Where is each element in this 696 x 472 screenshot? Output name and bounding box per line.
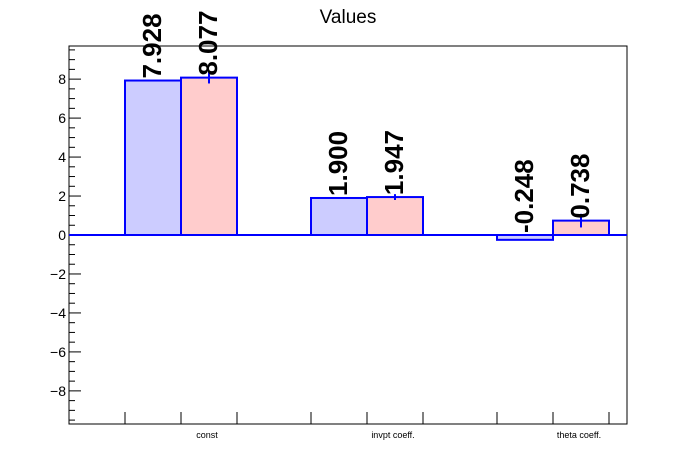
y-tick-label: −4	[50, 305, 66, 321]
x-category-label: theta coeff.	[557, 430, 601, 440]
bar	[180, 76, 238, 237]
bar-value-label: 8.077	[193, 11, 223, 76]
y-tick-label: 6	[58, 110, 66, 126]
y-axis-ticks	[69, 49, 81, 421]
chart-title: Values	[320, 7, 377, 28]
y-tick-label: −8	[50, 383, 66, 399]
bar	[366, 196, 424, 237]
y-axis-tick-labels: 8 6 4 2 0 −2 −4 −6 −8	[50, 71, 66, 399]
y-tick-label: −6	[50, 344, 66, 360]
y-tick-label: −2	[50, 266, 66, 282]
y-tick-label: 8	[58, 71, 66, 87]
x-axis-category-labels: const invpt coeff. theta coeff.	[196, 430, 601, 440]
bar-value-label: 0.738	[565, 154, 595, 219]
y-tick-label: 2	[58, 188, 66, 204]
bars	[124, 76, 610, 241]
y-tick-label: 4	[58, 149, 66, 165]
y-tick-label: 0	[58, 227, 66, 243]
x-axis-ticks	[124, 412, 610, 424]
error-bars	[208, 71, 582, 228]
bar-value-label: 1.947	[379, 130, 409, 195]
bar-value-label: -0.248	[509, 159, 539, 233]
bar-value-label: 7.928	[137, 13, 167, 78]
bar	[124, 79, 182, 236]
x-category-label: const	[196, 430, 218, 440]
bar-value-label: 1.900	[323, 131, 353, 196]
x-category-label: invpt coeff.	[371, 430, 414, 440]
value-labels: 7.928 1.900 -0.248 8.077 1.947 0.738	[137, 11, 595, 233]
bar	[310, 196, 368, 237]
